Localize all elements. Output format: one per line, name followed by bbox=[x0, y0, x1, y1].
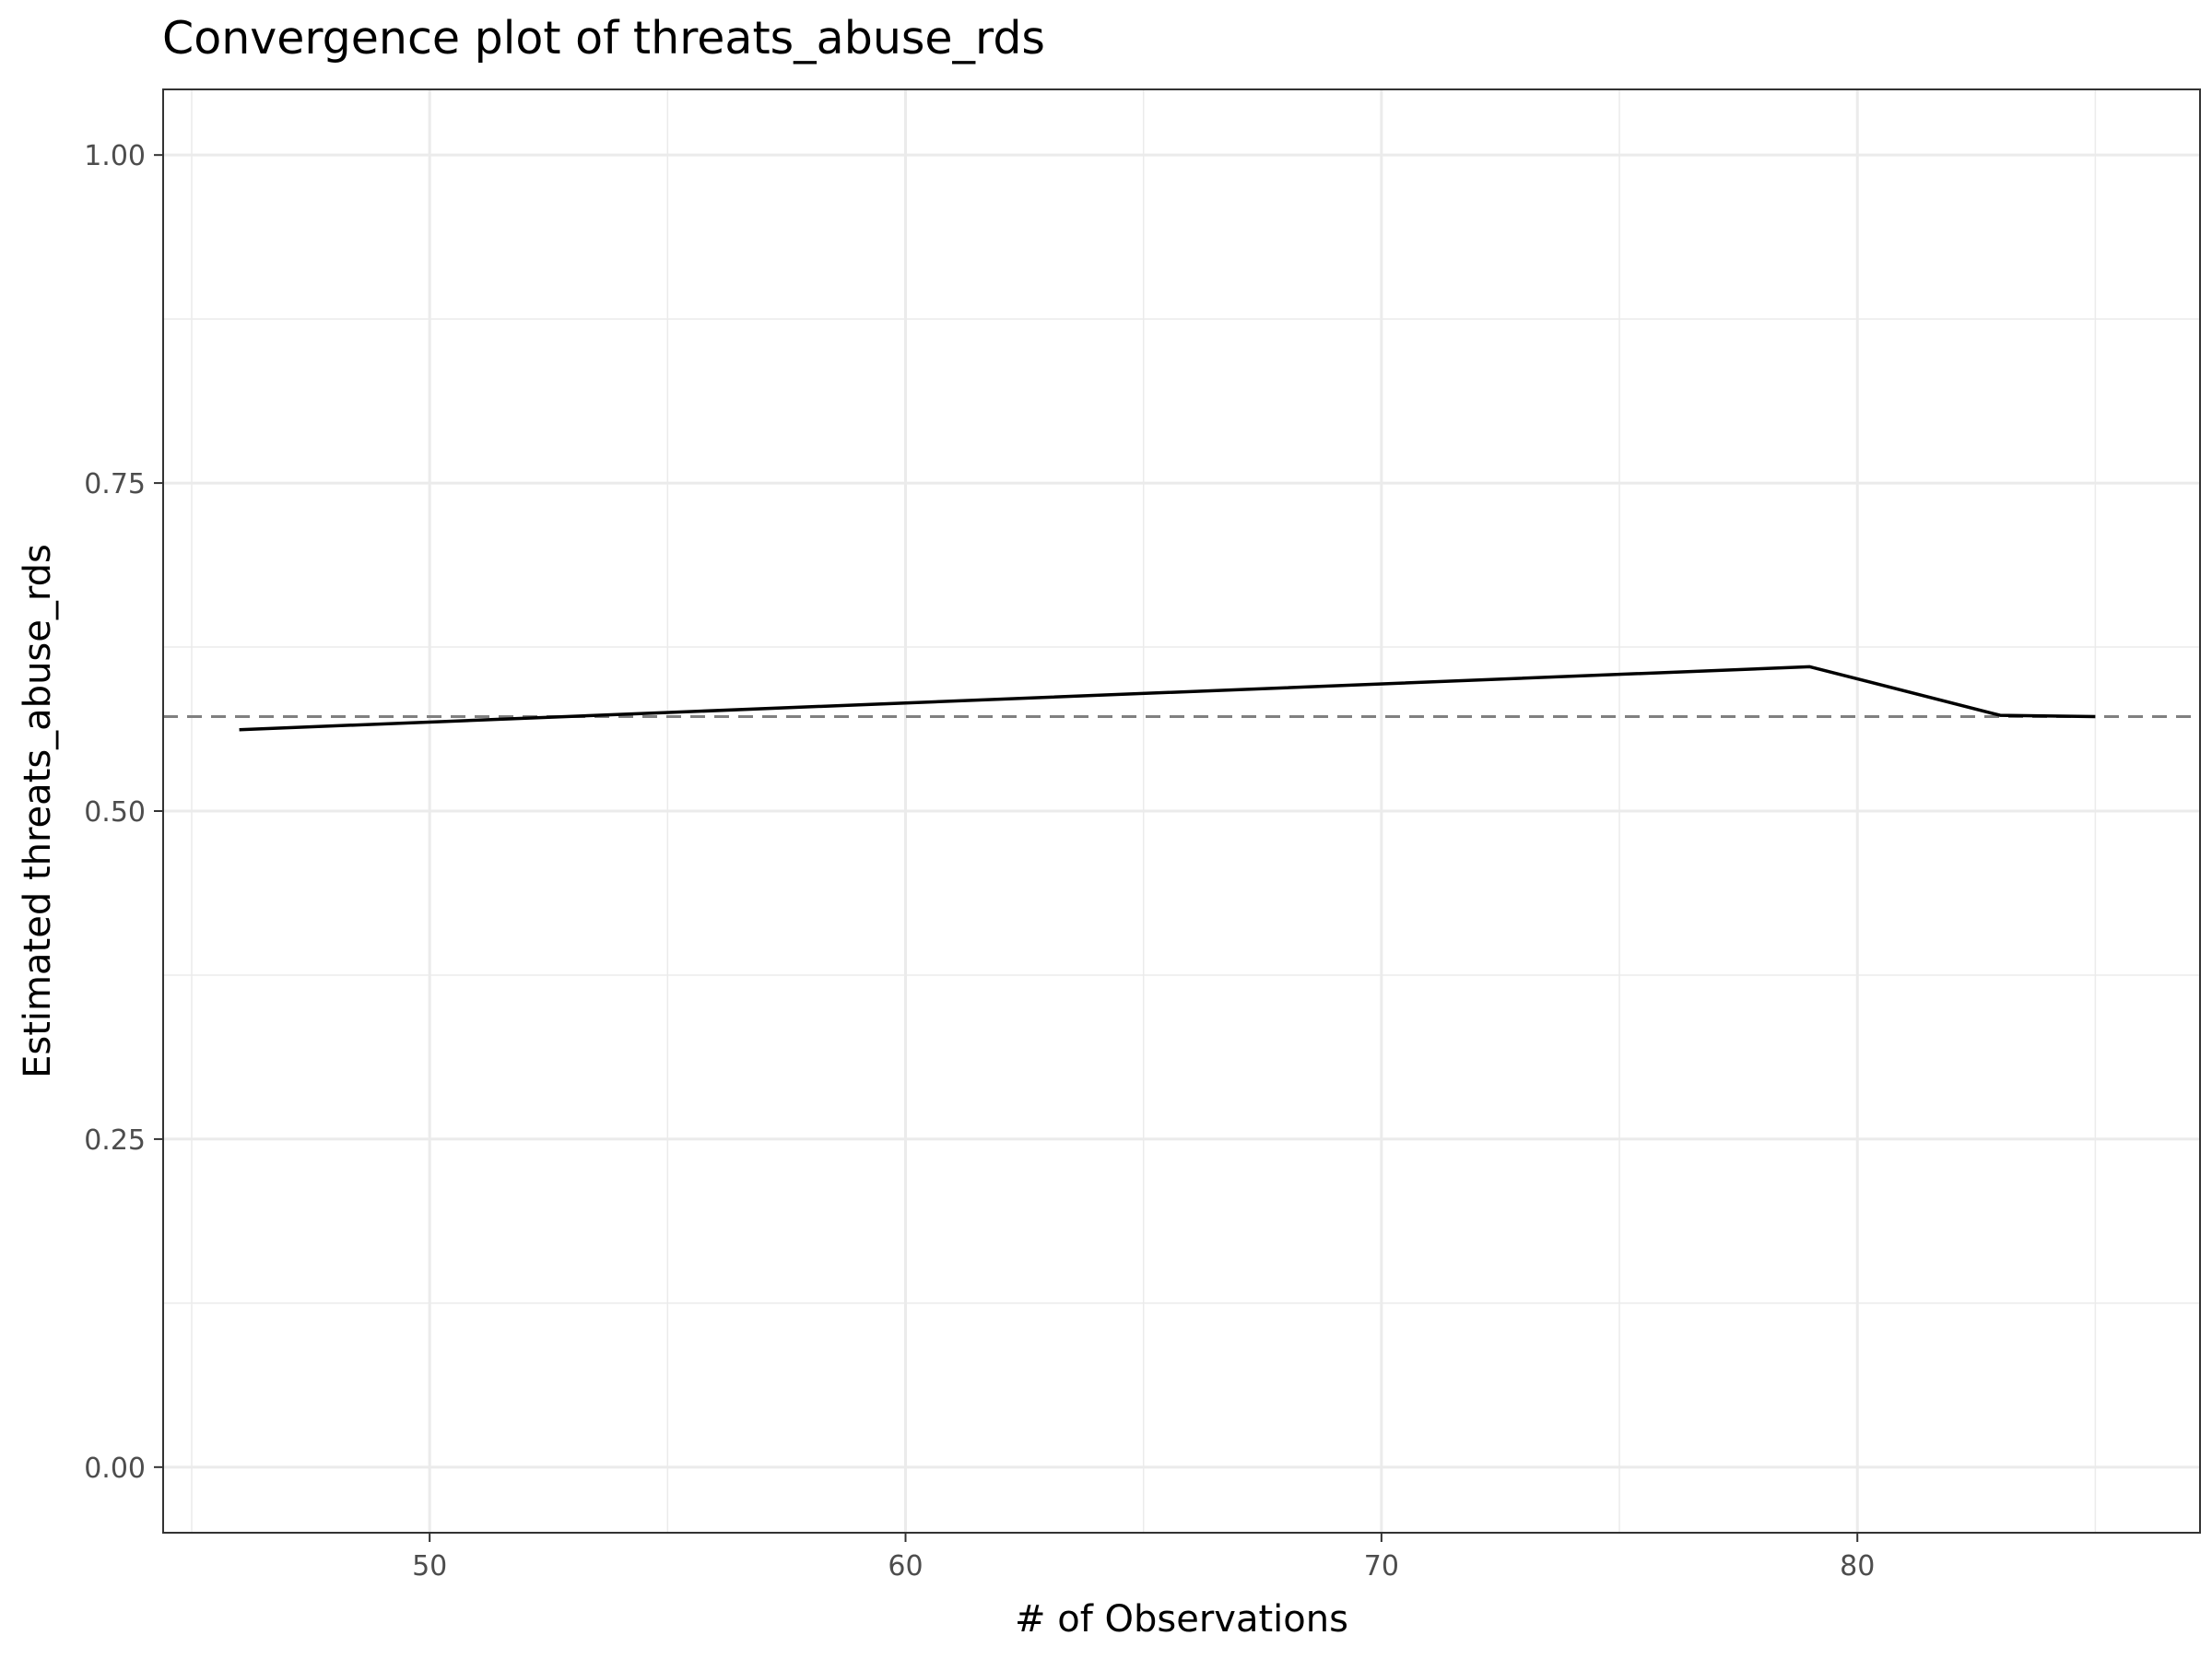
y-tick-label-2: 0.50 bbox=[84, 796, 146, 829]
y-axis-title: Estimated threats_abuse_rds bbox=[17, 544, 59, 1078]
x-tick-label-1: 60 bbox=[888, 1550, 923, 1583]
chart-title: Convergence plot of threats_abuse_rds bbox=[162, 12, 1045, 65]
major-gridlines bbox=[163, 89, 2200, 1533]
y-tick-label-3: 0.75 bbox=[84, 468, 146, 500]
x-tick-label-0: 50 bbox=[412, 1550, 447, 1583]
x-axis: 50 60 70 80 bbox=[412, 1533, 1875, 1583]
y-tick-label-1: 0.25 bbox=[84, 1124, 146, 1157]
y-axis: 0.00 0.25 0.50 0.75 1.00 bbox=[84, 140, 163, 1485]
x-axis-title: # of Observations bbox=[1015, 1598, 1348, 1641]
series-line-0 bbox=[239, 665, 2096, 732]
x-tick-label-2: 70 bbox=[1364, 1550, 1399, 1583]
x-tick-label-3: 80 bbox=[1840, 1550, 1875, 1583]
series-layer bbox=[239, 665, 2096, 732]
y-tick-label-4: 1.00 bbox=[84, 140, 146, 172]
y-tick-label-0: 0.00 bbox=[84, 1453, 146, 1485]
